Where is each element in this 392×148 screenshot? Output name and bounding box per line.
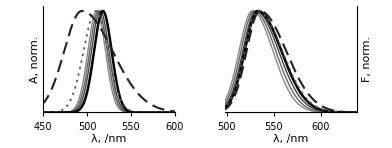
X-axis label: λ, /nm: λ, /nm bbox=[273, 134, 309, 144]
X-axis label: λ, /nm: λ, /nm bbox=[91, 134, 127, 144]
Y-axis label: F, norm.: F, norm. bbox=[362, 36, 372, 82]
Y-axis label: A, norm.: A, norm. bbox=[30, 36, 40, 83]
